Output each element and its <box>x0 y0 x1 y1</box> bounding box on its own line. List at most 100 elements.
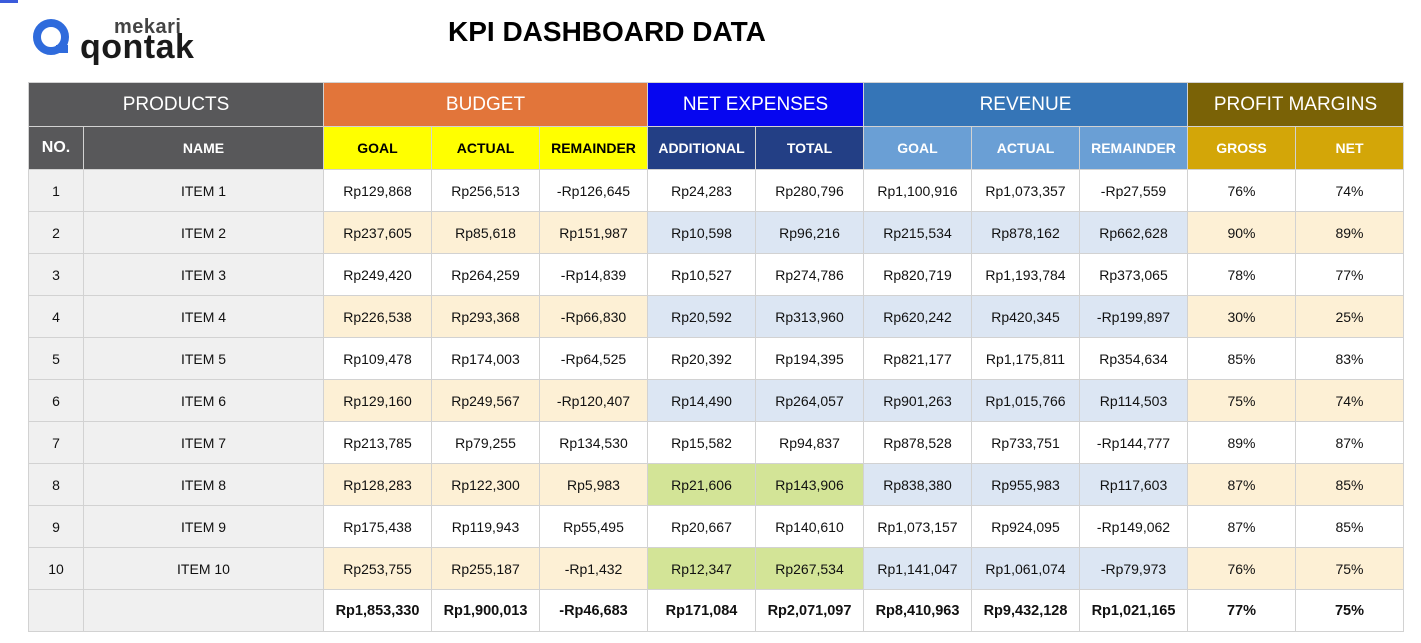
col-header-revenue-goal: GOAL <box>863 126 972 170</box>
table-row: 9 ITEM 9 Rp175,438 Rp119,943 Rp55,495 Rp20,66… <box>28 505 1404 548</box>
kpi-table: PRODUCTS BUDGET NET EXPENSES REVENUE PRO… <box>28 82 1404 632</box>
cell-revenue-goal: Rp878,528 <box>863 421 972 464</box>
cell-budget-actual: Rp264,259 <box>431 253 540 296</box>
cell-budget-remainder: Rp134,530 <box>539 421 648 464</box>
cell-revenue-actual: Rp733,751 <box>971 421 1080 464</box>
cell-revenue-remainder: Rp662,628 <box>1079 211 1188 254</box>
cell-no: 1 <box>28 169 84 212</box>
cell-no: 5 <box>28 337 84 380</box>
cell-revenue-remainder: Rp354,634 <box>1079 337 1188 380</box>
col-header-budget-actual: ACTUAL <box>431 126 540 170</box>
cell-revenue-actual: Rp1,073,357 <box>971 169 1080 212</box>
cell-budget-goal: Rp237,605 <box>323 211 432 254</box>
total-cell-no <box>28 589 84 632</box>
cell-profit-gross: 89% <box>1187 421 1296 464</box>
total-cell-revenue-goal: Rp8,410,963 <box>863 589 972 632</box>
col-header-profit-gross: GROSS <box>1187 126 1296 170</box>
cell-no: 6 <box>28 379 84 422</box>
cell-net-additional: Rp12,347 <box>647 547 756 590</box>
cell-revenue-actual: Rp955,983 <box>971 463 1080 506</box>
cell-revenue-actual: Rp1,015,766 <box>971 379 1080 422</box>
cell-no: 8 <box>28 463 84 506</box>
cell-revenue-actual: Rp1,193,784 <box>971 253 1080 296</box>
cell-budget-goal: Rp213,785 <box>323 421 432 464</box>
cell-budget-actual: Rp119,943 <box>431 505 540 548</box>
cell-budget-remainder: -Rp14,839 <box>539 253 648 296</box>
cell-name: ITEM 10 <box>83 547 324 590</box>
cell-budget-remainder: Rp151,987 <box>539 211 648 254</box>
cell-revenue-goal: Rp838,380 <box>863 463 972 506</box>
cell-net-total: Rp267,534 <box>755 547 864 590</box>
col-header-name: NAME <box>83 126 324 170</box>
cell-revenue-goal: Rp1,100,916 <box>863 169 972 212</box>
group-budget: BUDGET <box>323 82 648 127</box>
total-cell-net-additional: Rp171,084 <box>647 589 756 632</box>
cell-name: ITEM 8 <box>83 463 324 506</box>
cell-budget-remainder: -Rp64,525 <box>539 337 648 380</box>
group-revenue: REVENUE <box>863 82 1188 127</box>
cell-budget-goal: Rp128,283 <box>323 463 432 506</box>
cell-name: ITEM 2 <box>83 211 324 254</box>
cell-name: ITEM 3 <box>83 253 324 296</box>
company-logo: mekari qontak <box>30 12 220 68</box>
col-header-revenue-actual: ACTUAL <box>971 126 1080 170</box>
cell-profit-gross: 90% <box>1187 211 1296 254</box>
total-cell-net-total: Rp2,071,097 <box>755 589 864 632</box>
totals-row: Rp1,853,330 Rp1,900,013 -Rp46,683 Rp171,084… <box>28 589 1404 632</box>
cell-profit-gross: 30% <box>1187 295 1296 338</box>
cell-budget-actual: Rp256,513 <box>431 169 540 212</box>
total-cell-budget-goal: Rp1,853,330 <box>323 589 432 632</box>
logo-text-qontak: qontak <box>80 28 195 66</box>
col-header-net-additional: ADDITIONAL <box>647 126 756 170</box>
total-cell-budget-remainder: -Rp46,683 <box>539 589 648 632</box>
cell-name: ITEM 5 <box>83 337 324 380</box>
cell-net-total: Rp313,960 <box>755 295 864 338</box>
table-row: 5 ITEM 5 Rp109,478 Rp174,003 -Rp64,525 Rp20,3… <box>28 337 1404 380</box>
cell-budget-remainder: -Rp1,432 <box>539 547 648 590</box>
cell-profit-net: 75% <box>1295 547 1404 590</box>
cell-net-total: Rp143,906 <box>755 463 864 506</box>
cell-profit-net: 85% <box>1295 505 1404 548</box>
cell-net-total: Rp94,837 <box>755 421 864 464</box>
cell-net-total: Rp140,610 <box>755 505 864 548</box>
cell-budget-goal: Rp249,420 <box>323 253 432 296</box>
col-header-revenue-remainder: REMAINDER <box>1079 126 1188 170</box>
cell-revenue-goal: Rp820,719 <box>863 253 972 296</box>
cell-net-additional: Rp14,490 <box>647 379 756 422</box>
cell-budget-remainder: -Rp126,645 <box>539 169 648 212</box>
group-net-expenses: NET EXPENSES <box>647 82 864 127</box>
cell-budget-goal: Rp253,755 <box>323 547 432 590</box>
cell-budget-remainder: Rp5,983 <box>539 463 648 506</box>
cell-budget-goal: Rp129,160 <box>323 379 432 422</box>
cell-profit-net: 83% <box>1295 337 1404 380</box>
cell-revenue-remainder: -Rp79,973 <box>1079 547 1188 590</box>
cell-profit-net: 87% <box>1295 421 1404 464</box>
cell-revenue-actual: Rp420,345 <box>971 295 1080 338</box>
cell-budget-actual: Rp79,255 <box>431 421 540 464</box>
cell-revenue-remainder: Rp114,503 <box>1079 379 1188 422</box>
cell-net-total: Rp96,216 <box>755 211 864 254</box>
cell-net-additional: Rp10,598 <box>647 211 756 254</box>
cell-name: ITEM 6 <box>83 379 324 422</box>
group-profit-margins: PROFIT MARGINS <box>1187 82 1404 127</box>
table-row: 8 ITEM 8 Rp128,283 Rp122,300 Rp5,983 Rp21,606… <box>28 463 1404 506</box>
cell-profit-net: 74% <box>1295 169 1404 212</box>
cell-net-total: Rp274,786 <box>755 253 864 296</box>
page-title: KPI DASHBOARD DATA <box>448 16 766 47</box>
cell-net-total: Rp194,395 <box>755 337 864 380</box>
cell-profit-gross: 76% <box>1187 169 1296 212</box>
cell-budget-actual: Rp293,368 <box>431 295 540 338</box>
cell-no: 3 <box>28 253 84 296</box>
cell-budget-remainder: Rp55,495 <box>539 505 648 548</box>
column-header-row: NO. NAME GOAL ACTUAL REMAINDER ADDITIONA… <box>28 126 1404 170</box>
group-header-row: PRODUCTS BUDGET NET EXPENSES REVENUE PRO… <box>28 82 1404 127</box>
cell-budget-actual: Rp122,300 <box>431 463 540 506</box>
cell-no: 7 <box>28 421 84 464</box>
cell-revenue-goal: Rp1,141,047 <box>863 547 972 590</box>
cell-no: 9 <box>28 505 84 548</box>
cell-budget-goal: Rp109,478 <box>323 337 432 380</box>
cell-budget-actual: Rp85,618 <box>431 211 540 254</box>
cell-name: ITEM 1 <box>83 169 324 212</box>
cell-revenue-goal: Rp1,073,157 <box>863 505 972 548</box>
cell-net-additional: Rp20,392 <box>647 337 756 380</box>
